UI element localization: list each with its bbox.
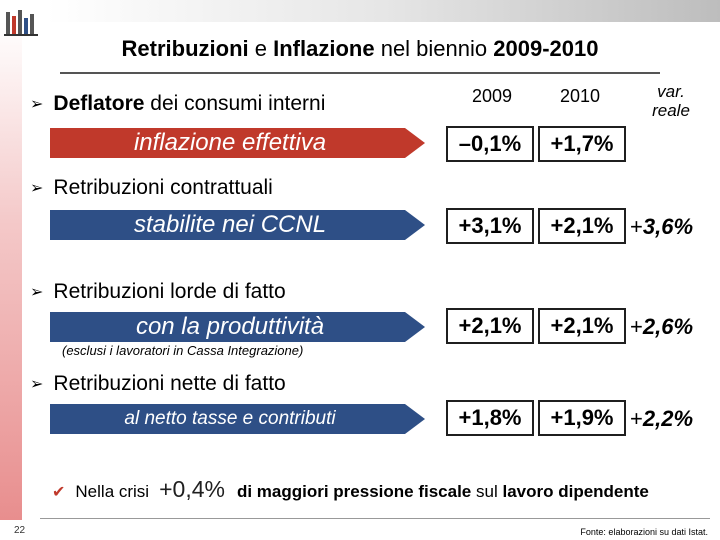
bullet-retribuzioni-contrattuali: ➢ Retribuzioni contrattuali xyxy=(30,176,273,200)
crisis-bold-text2: lavoro dipendente xyxy=(502,482,649,501)
bullet-bold-text: Deflatore xyxy=(53,92,145,115)
title-word-biennio: nel biennio xyxy=(380,36,488,61)
bullet-deflatore: ➢ Deflatore dei consumi interni xyxy=(30,92,325,116)
var-value: 3,6% xyxy=(642,214,694,239)
var-value: 2,2% xyxy=(642,406,694,431)
banner-arrow-shape xyxy=(50,312,425,342)
note-cassa-integrazione: (esclusi i lavoratori in Cassa Integrazi… xyxy=(62,343,304,358)
logo-icon xyxy=(4,10,38,36)
var-reale-row3: +2,6% xyxy=(630,314,693,340)
bullet-retribuzioni-nette: ➢ Retribuzioni nette di fatto xyxy=(30,372,286,396)
page-number: 22 xyxy=(14,525,26,536)
var-plus-sign: + xyxy=(630,406,643,431)
banner-arrow-shape xyxy=(50,210,425,240)
var-reale-row4: +2,2% xyxy=(630,406,693,432)
footer-rule xyxy=(40,518,710,519)
bullet-text: Retribuzioni lorde di fatto xyxy=(53,280,286,303)
var-reale-row2: +3,6% xyxy=(630,214,693,240)
var-header-line1: var. xyxy=(657,82,685,101)
slide-title: Retribuzioni e Inflazione nel biennio 20… xyxy=(0,36,720,62)
var-plus-sign: + xyxy=(630,314,643,339)
banner-text: stabilite nei CCNL xyxy=(133,211,327,238)
var-plus-sign: + xyxy=(630,214,643,239)
title-underline xyxy=(60,72,660,74)
bullet-arrow-icon: ➢ xyxy=(30,96,44,113)
value-2010-row2: +2,1% xyxy=(538,208,626,244)
banner-arrow-shape xyxy=(50,128,425,158)
bullet-rest-text: dei consumi interni xyxy=(150,92,326,115)
banner-stabilite-ccnl: stabilite nei CCNL xyxy=(50,206,425,244)
value-2009-row3: +2,1% xyxy=(446,308,534,344)
left-decorative-bar xyxy=(0,22,22,520)
crisis-value: +0,4% xyxy=(159,476,225,502)
column-header-2010: 2010 xyxy=(559,86,601,106)
title-word-retribuzioni: Retribuzioni xyxy=(121,36,249,61)
title-word-inflazione: Inflazione xyxy=(273,36,375,61)
value-2009-row2: +3,1% xyxy=(446,208,534,244)
bullet-arrow-icon: ➢ xyxy=(30,376,44,393)
source-note: Fonte: elaborazioni su dati Istat. xyxy=(580,527,708,537)
column-header-var-reale: var. reale xyxy=(640,82,702,120)
banner-produttivita: con la produttività xyxy=(50,308,425,346)
crisis-lead: Nella crisi xyxy=(75,482,150,501)
banner-text: con la produttività xyxy=(135,313,325,340)
bullet-arrow-icon: ➢ xyxy=(30,180,44,197)
top-decorative-bar xyxy=(46,0,720,22)
bullet-retribuzioni-lorde: ➢ Retribuzioni lorde di fatto xyxy=(30,280,286,304)
value-2010-row3: +2,1% xyxy=(538,308,626,344)
title-word-years: 2009-2010 xyxy=(493,36,599,61)
crisis-mid-text: sul xyxy=(476,482,498,501)
bullet-text: Retribuzioni contrattuali xyxy=(53,176,273,199)
value-2009-row1: –0,1% xyxy=(446,126,534,162)
var-header-line2: reale xyxy=(652,101,690,120)
checkmark-icon: ✔ xyxy=(52,484,66,501)
bullet-arrow-icon: ➢ xyxy=(30,284,44,301)
banner-text: inflazione effettiva xyxy=(133,129,327,156)
crisis-bold-text1: di maggiori pressione fiscale xyxy=(236,482,472,501)
banner-netto-tasse: al netto tasse e contributi xyxy=(50,400,425,438)
value-2010-row1: +1,7% xyxy=(538,126,626,162)
banner-text: al netto tasse e contributi xyxy=(124,408,336,429)
column-header-2009: 2009 xyxy=(471,86,513,106)
banner-inflazione-effettiva: inflazione effettiva xyxy=(50,124,425,162)
var-value: 2,6% xyxy=(642,314,694,339)
value-2010-row4: +1,9% xyxy=(538,400,626,436)
title-word-e: e xyxy=(254,36,267,61)
crisis-statement: ✔ Nella crisi +0,4% di maggiori pression… xyxy=(52,476,649,503)
banner-arrow-shape xyxy=(50,404,425,434)
bullet-text: Retribuzioni nette di fatto xyxy=(53,372,286,395)
value-2009-row4: +1,8% xyxy=(446,400,534,436)
